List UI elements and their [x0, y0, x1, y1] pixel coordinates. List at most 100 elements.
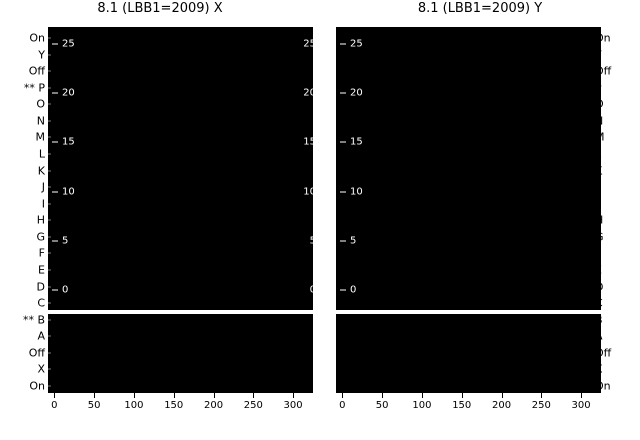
subplot-x: 8.1 (LBB1=2009) X 25 20 15 10 5 0 25 20 15 10 5 0 0… — [48, 1, 313, 423]
x-tick-mark — [421, 393, 423, 398]
y-tick-label: 5 — [62, 235, 69, 247]
category-tick-label: On — [29, 31, 45, 45]
x-axis-y: 0 50 100 150 200 250 300 — [336, 393, 601, 423]
category-tick-mark — [48, 319, 51, 321]
x-tick-label: 250 — [243, 400, 263, 411]
x-tick-mark — [461, 393, 463, 398]
category-tick-label: B — [595, 313, 603, 327]
y-tick-mark — [52, 191, 58, 193]
category-tick-label: N — [36, 114, 45, 128]
x-tick-label: 250 — [531, 400, 551, 411]
category-tick-mark — [48, 302, 51, 304]
category-tick-label: On — [29, 379, 45, 393]
category-tick-label: A — [595, 329, 603, 343]
x-tick-mark — [213, 393, 215, 398]
category-tick-label: ** B — [22, 313, 45, 327]
category-tick-mark — [48, 352, 51, 354]
x-tick-label: 200 — [491, 400, 512, 411]
category-tick-label: M — [595, 130, 605, 144]
y-tick-mark — [52, 141, 58, 143]
x-tick-mark — [94, 393, 96, 398]
y-tick-mark — [340, 141, 346, 143]
x-tick-mark — [133, 393, 135, 398]
y-tick-label: 15 — [350, 136, 363, 148]
axes-x-upper: 25 20 15 10 5 0 25 20 15 10 5 0 — [48, 27, 313, 310]
category-tick-label: M — [35, 130, 46, 144]
y-tick-mark — [52, 92, 58, 94]
y-tick-label: 15 — [62, 136, 75, 148]
category-tick-mark — [48, 87, 51, 89]
category-tick-mark — [48, 54, 51, 56]
y-tick-mark — [52, 43, 58, 45]
category-tick-label: F — [595, 246, 602, 260]
y-tick-mark — [52, 289, 58, 291]
category-tick-label: On — [595, 379, 611, 393]
x-tick-mark — [253, 393, 255, 398]
category-tick-label: C — [37, 296, 45, 310]
category-tick-label: J — [595, 180, 599, 194]
category-tick-mark — [48, 70, 51, 72]
y-tick-mark — [340, 240, 346, 242]
category-tick-label: J — [41, 180, 45, 194]
category-tick-label: F — [38, 246, 45, 260]
category-tick-label: C — [595, 296, 603, 310]
axes-x-lower — [48, 314, 313, 393]
category-tick-mark — [48, 368, 51, 370]
category-tick-mark — [48, 103, 51, 105]
category-tick-label: E — [38, 263, 45, 277]
category-tick-mark — [48, 136, 51, 138]
x-tick-label: 0 — [51, 400, 58, 411]
category-tick-label: Y — [595, 48, 602, 62]
category-tick-label: N — [595, 114, 604, 128]
subplot-x-title: 8.1 (LBB1=2009) X — [97, 1, 223, 16]
axes-y-upper: 25 20 15 10 5 0 — [336, 27, 601, 310]
y-tick-label: 10 — [62, 186, 75, 198]
y-tick-label: 25 — [350, 38, 363, 50]
category-tick-label: K — [37, 164, 45, 178]
axes-y-lower — [336, 314, 601, 393]
x-tick-label: 0 — [339, 400, 346, 411]
x-tick-label: 300 — [571, 400, 591, 411]
category-tick-label: I — [41, 197, 45, 211]
y-tick-label: 25 — [62, 38, 75, 50]
y-tick-label: 20 — [62, 87, 75, 99]
y-tick-label: 10 — [350, 186, 363, 198]
x-tick-mark — [541, 393, 543, 398]
category-tick-label: Off — [28, 346, 45, 360]
y-tick-mark — [340, 289, 346, 291]
category-tick-mark — [48, 252, 51, 254]
subplot-y-title: 8.1 (LBB1=2009) Y — [417, 1, 543, 16]
x-tick-label: 100 — [124, 400, 144, 411]
y-tick-mark — [52, 240, 58, 242]
x-tick-mark — [382, 393, 384, 398]
subplot-y: 8.1 (LBB1=2009) Y 25 20 15 10 5 0 0 50 100 150 20… — [320, 0, 640, 440]
y-tick-mark — [340, 43, 346, 45]
x-tick-mark — [54, 393, 56, 398]
category-tick-mark — [48, 286, 51, 288]
y-tick-label: 20 — [303, 87, 313, 99]
category-tick-label: P — [595, 81, 602, 95]
y-tick-mark — [340, 191, 346, 193]
x-tick-mark — [581, 393, 583, 398]
y-tick-label: 5 — [350, 235, 357, 247]
x-tick-label: 150 — [164, 400, 184, 411]
category-tick-mark — [48, 385, 51, 387]
category-tick-mark — [48, 153, 51, 155]
y-tick-label: 0 — [309, 284, 313, 296]
category-tick-label: O — [36, 97, 45, 111]
category-tick-mark — [48, 120, 51, 122]
category-tick-label: X — [595, 362, 603, 376]
category-tick-label: E — [595, 263, 602, 277]
category-tick-label: D — [36, 280, 45, 294]
category-tick-label: D — [595, 280, 604, 294]
x-tick-label: 50 — [87, 400, 101, 411]
category-tick-mark — [48, 269, 51, 271]
category-tick-mark — [48, 335, 51, 337]
category-tick-label: H — [36, 213, 45, 227]
category-tick-label: G — [36, 230, 45, 244]
x-axis-x: 0 50 100 150 200 250 300 — [48, 393, 313, 423]
x-tick-label: 100 — [412, 400, 432, 411]
category-tick-mark — [48, 236, 51, 238]
x-tick-mark — [501, 393, 503, 398]
